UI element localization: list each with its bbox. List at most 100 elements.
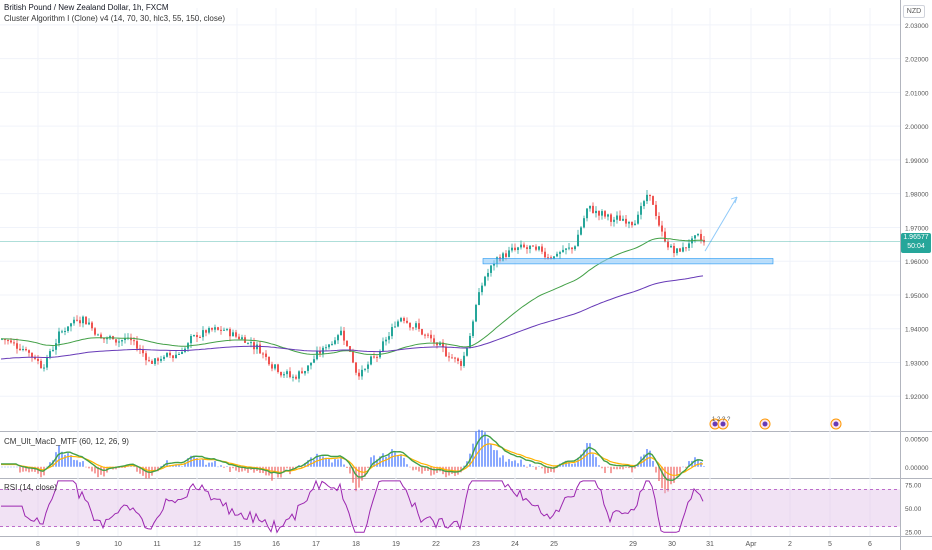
candle-body <box>394 326 396 328</box>
macd-bar <box>475 431 477 467</box>
price-axis-tick: 2.03000 <box>905 23 929 30</box>
rsi-legend[interactable]: RSI (14, close) <box>4 483 57 492</box>
macd-bar <box>634 466 636 469</box>
candle-body <box>19 348 21 351</box>
ma-55-line <box>0 237 704 356</box>
candle-body <box>340 330 342 336</box>
candle-body <box>67 326 69 332</box>
macd-bar <box>193 455 195 467</box>
time-axis-tick: 9 <box>76 541 80 548</box>
price-axis-tick: 1.94000 <box>905 327 929 334</box>
macd-bar <box>154 466 156 472</box>
time-axis-tick: 29 <box>629 541 637 548</box>
macd-bar <box>181 466 183 467</box>
candle-body <box>649 194 651 197</box>
macd-bar <box>679 466 681 473</box>
macd-bar <box>535 466 537 470</box>
candle-body <box>589 205 591 209</box>
macd-bar <box>463 465 465 467</box>
time-axis-tick: 31 <box>706 541 714 548</box>
macd-bar <box>223 466 225 468</box>
candle-body <box>397 321 399 327</box>
candle-body <box>667 241 669 248</box>
event-badge-dot <box>762 421 768 427</box>
macd-bar <box>175 464 177 467</box>
time-axis-tick: 12 <box>193 541 201 548</box>
candle-body <box>574 246 576 250</box>
macd-bar <box>553 466 555 473</box>
last-price-value: 1.96577 <box>903 234 929 241</box>
candle-body <box>640 206 642 215</box>
candle-body <box>523 244 525 248</box>
time-axis-tick: 25 <box>550 541 558 548</box>
candle-body <box>124 338 126 341</box>
candle-body <box>613 219 615 222</box>
candle-body <box>673 245 675 254</box>
candle-body <box>421 329 423 335</box>
candle-body <box>373 356 375 358</box>
macd-axis-tick: 0.00500 <box>905 437 929 444</box>
macd-bar <box>511 461 513 467</box>
macd-bar <box>646 449 648 467</box>
macd-bar <box>391 449 393 467</box>
currency-badge[interactable]: NZD <box>903 5 925 18</box>
candle-body <box>262 353 264 355</box>
macd-bar <box>139 466 141 474</box>
macd-bar <box>409 466 411 468</box>
indicator-legend[interactable]: Cluster Algorithm I (Clone) v4 (14, 70, … <box>4 14 225 23</box>
time-axis-tick: Apr <box>746 541 758 548</box>
candle-body <box>622 218 624 221</box>
macd-bar <box>478 429 480 467</box>
candle-body <box>520 244 522 248</box>
macd-bar <box>427 466 429 471</box>
macd-bar <box>319 456 321 467</box>
macd-bar <box>433 466 435 475</box>
time-axis-tick: 10 <box>114 541 122 548</box>
macd-bar <box>412 466 414 471</box>
candle-body <box>268 356 270 365</box>
macd-bar <box>208 462 210 467</box>
macd-bar <box>241 466 243 472</box>
macd-bar <box>406 464 408 467</box>
candle-body <box>295 376 297 379</box>
macd-bar <box>541 466 543 469</box>
symbol-title[interactable]: British Pound / New Zealand Dollar, 1h, … <box>4 3 169 12</box>
candle-body <box>517 247 519 250</box>
candle-body <box>634 223 636 226</box>
macd-legend[interactable]: CM_Ult_MacD_MTF (60, 12, 26, 9) <box>4 437 129 446</box>
macd-bar <box>13 466 15 468</box>
candle-body <box>334 340 336 344</box>
macd-bar <box>379 456 381 467</box>
candle-body <box>478 292 480 305</box>
macd-bar <box>526 466 528 468</box>
candle-body <box>289 371 291 378</box>
candle-body <box>559 252 561 254</box>
candle-body <box>466 348 468 356</box>
macd-bar <box>403 457 405 467</box>
candle-body <box>529 245 531 250</box>
candle-body <box>562 249 564 253</box>
macd-bar <box>595 457 597 467</box>
candle-body <box>460 361 462 366</box>
candle-body <box>148 360 150 362</box>
macd-bar <box>205 464 207 467</box>
macd-bar <box>310 457 312 467</box>
candle-body <box>91 322 93 329</box>
candle-body <box>385 339 387 342</box>
candle-body <box>535 246 537 250</box>
macd-bar <box>247 466 249 473</box>
candle-body <box>625 218 627 224</box>
candle-body <box>142 350 144 354</box>
macd-bar <box>574 463 576 467</box>
candle-body <box>253 342 255 350</box>
candle-body <box>364 368 366 370</box>
candle-body <box>250 342 252 344</box>
candle-body <box>13 342 15 344</box>
event-badge-dot <box>712 421 718 427</box>
candle-body <box>190 335 192 344</box>
macd-bar <box>664 466 666 494</box>
candle-body <box>604 211 606 217</box>
candle-body <box>37 358 39 361</box>
macd-bar <box>82 461 84 467</box>
